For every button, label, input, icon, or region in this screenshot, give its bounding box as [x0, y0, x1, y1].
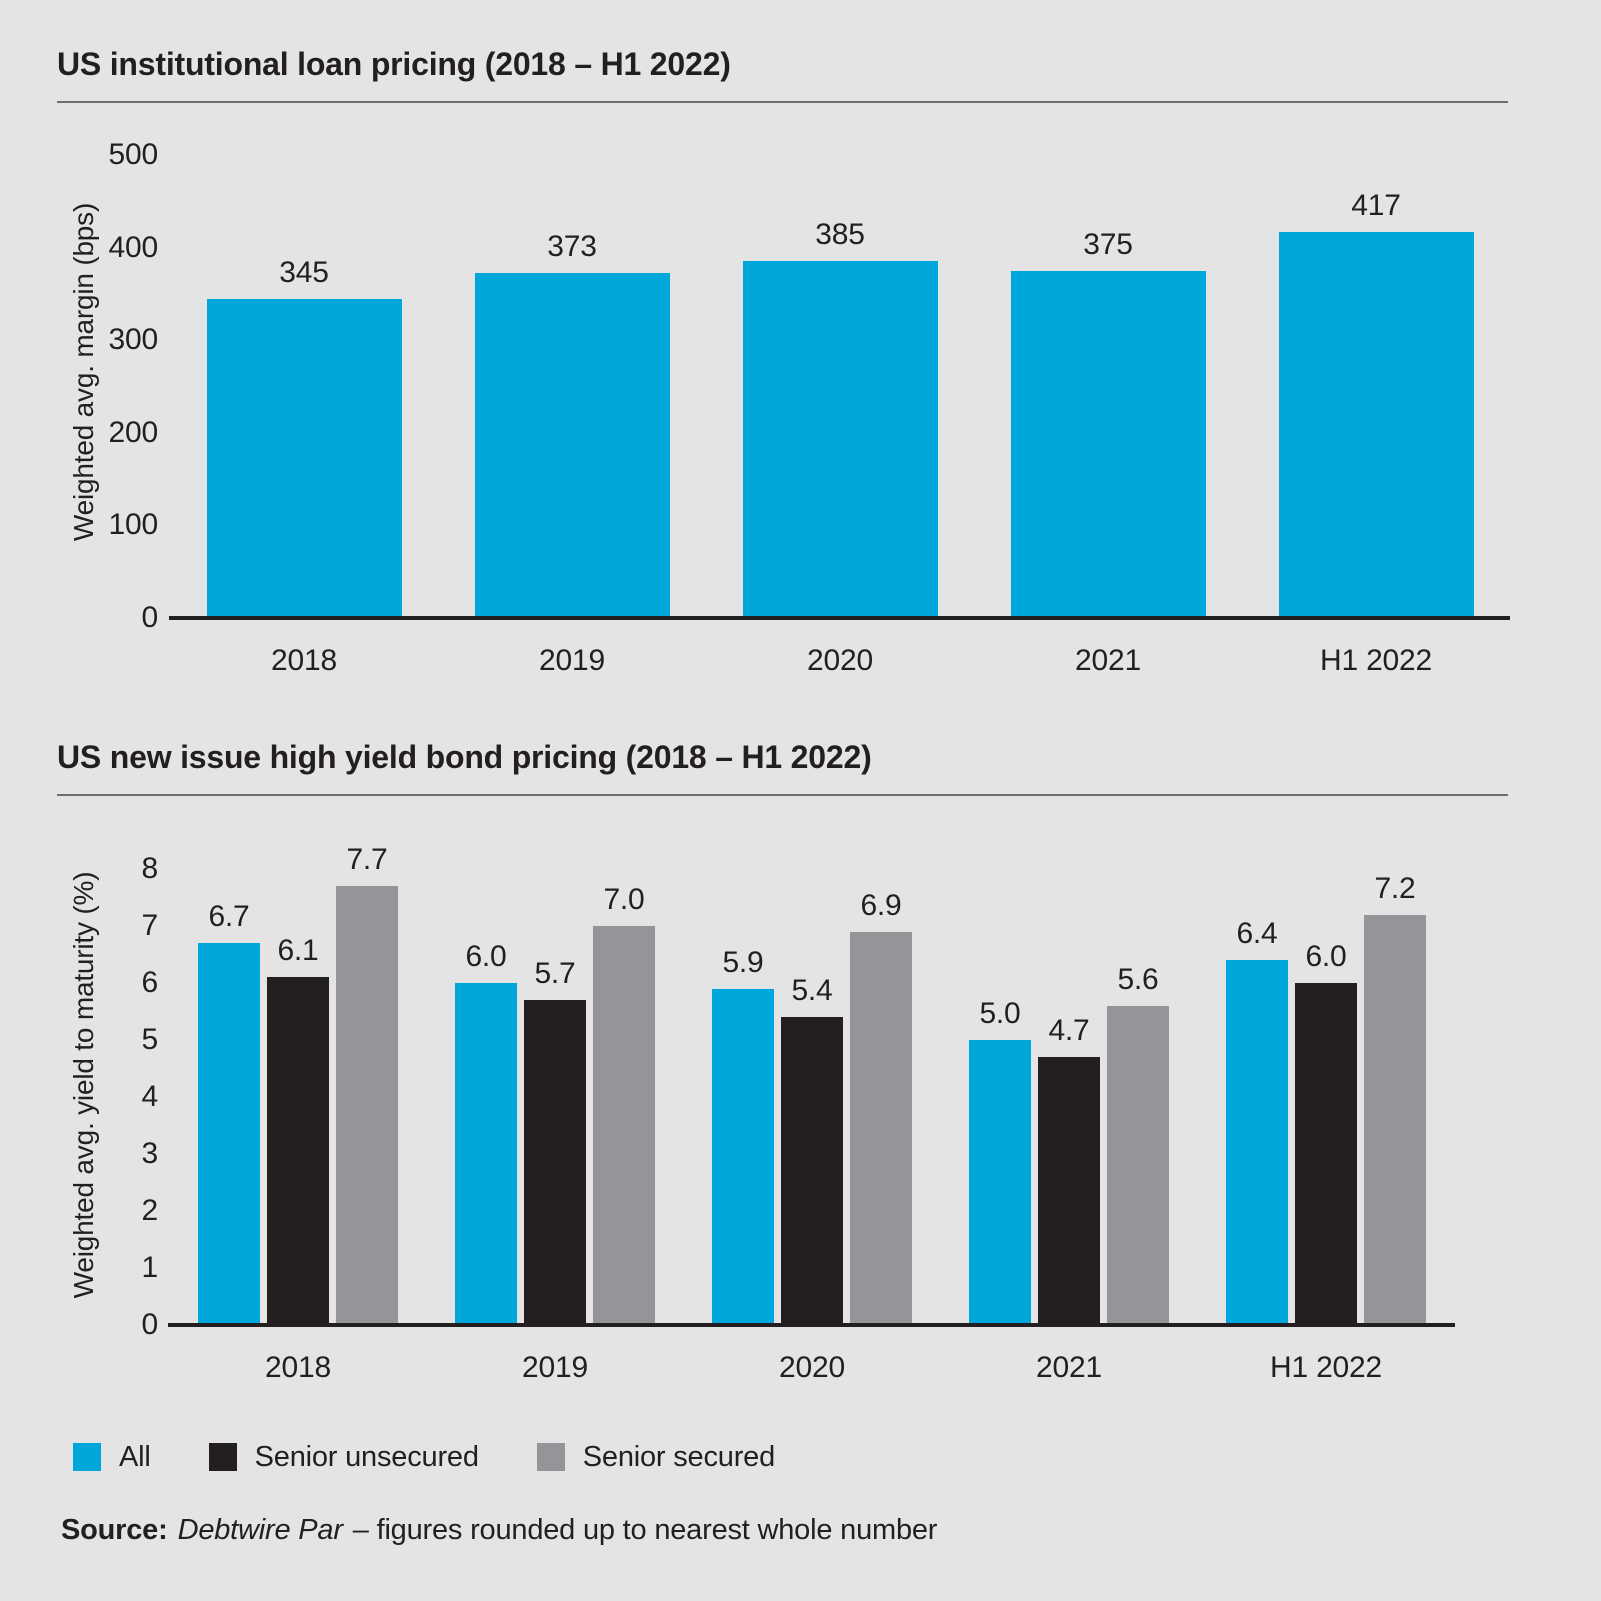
bar-2019-senior-secured: [593, 926, 655, 1325]
source-name: Debtwire Par: [177, 1514, 343, 1546]
x-axis-tick-label: 2019: [522, 1351, 588, 1384]
bar-value-label: 5.4: [791, 974, 833, 1008]
y-axis-tick-label: 200: [108, 415, 159, 449]
bar-value-label: 6.1: [277, 934, 319, 968]
bar-value-label: 7.0: [603, 883, 645, 916]
x-axis-line: [168, 1323, 1455, 1327]
bar-2021-all: [1010, 270, 1206, 618]
y-axis-tick-label: 4: [141, 1080, 159, 1113]
y-axis-tick-label: 100: [108, 508, 159, 542]
legend-swatch-all: [73, 1443, 101, 1471]
legend-item-label: All: [119, 1441, 151, 1473]
x-axis-tick-label: 2020: [779, 1351, 845, 1384]
bar-2019-senior-unsecured: [524, 1000, 586, 1325]
bar-2020-senior-unsecured: [781, 1017, 843, 1325]
bar-2021-senior-unsecured: [1038, 1057, 1100, 1325]
title-rule: [57, 794, 1508, 796]
y-axis-tick-label: 500: [108, 138, 159, 171]
bar-value-label: 417: [1351, 188, 1401, 222]
y-axis-tick-label: 5: [141, 1023, 159, 1056]
y-axis-tick-label: 7: [141, 909, 159, 942]
bar-h1-2022-all: [1226, 960, 1288, 1325]
legend-item: Senior secured: [536, 1441, 776, 1473]
legend-item: All: [73, 1441, 151, 1473]
x-axis-tick-label: 2018: [265, 1351, 331, 1384]
legend-item-label: Senior secured: [582, 1441, 776, 1473]
x-axis-tick-label: H1 2022: [1269, 1351, 1383, 1384]
bar-2021-senior-secured: [1107, 1005, 1169, 1325]
bar-h1-2022-all: [1278, 231, 1474, 618]
legend-swatch-senior-secured: [536, 1443, 565, 1471]
bar-value-label: 6.0: [465, 940, 507, 973]
bar-value-label: 5.9: [722, 945, 764, 979]
bar-value-label: 5.6: [1117, 962, 1159, 996]
title-rule: [57, 101, 1508, 103]
bar-value-label: 6.7: [208, 900, 250, 934]
bar-value-label: 345: [279, 255, 329, 289]
y-axis-tick-label: 8: [141, 852, 159, 885]
y-axis-tick-label: 1: [141, 1251, 159, 1284]
source-note: Source: Debtwire Par – figures rounded up …: [61, 1514, 937, 1547]
y-axis-tick-label: 300: [108, 323, 159, 357]
y-axis-tick-label: 2: [141, 1194, 159, 1227]
bar-h1-2022-senior-unsecured: [1295, 983, 1357, 1325]
bar-2020-all: [742, 261, 938, 618]
x-axis-tick-label: 2021: [1036, 1351, 1102, 1384]
x-axis-tick-label: 2018: [271, 644, 337, 677]
bar-2018-all: [198, 943, 260, 1325]
bar-2020-all: [712, 988, 774, 1325]
bar-2018-senior-secured: [336, 886, 398, 1325]
y-axis-tick-label: 6: [141, 966, 159, 999]
bar-value-label: 5.0: [979, 997, 1021, 1030]
bar-2018-all: [206, 298, 402, 618]
source-label: Source:: [61, 1514, 168, 1546]
loan-pricing-chart-title: US institutional loan pricing (2018 – H1…: [57, 46, 731, 82]
legend: All Senior unsecured Senior secured: [73, 1441, 775, 1473]
bar-value-label: 375: [1083, 227, 1133, 261]
hy-bond-pricing-chart-title: US new issue high yield bond pricing (20…: [57, 739, 872, 775]
bar-value-label: 4.7: [1048, 1014, 1090, 1048]
bar-2019-all: [455, 983, 517, 1325]
x-axis-tick-label: H1 2022: [1319, 644, 1433, 677]
x-axis-tick-label: 2021: [1075, 644, 1141, 677]
bar-value-label: 7.2: [1374, 871, 1416, 905]
bar-value-label: 6.0: [1305, 940, 1347, 973]
x-axis-line: [169, 616, 1510, 620]
y-axis-tick-label: 3: [141, 1137, 159, 1170]
bar-2018-senior-unsecured: [267, 977, 329, 1325]
y-axis-tick-label: 400: [108, 230, 159, 264]
bar-value-label: 7.7: [346, 843, 388, 877]
y-axis-tick-label: 0: [141, 601, 159, 634]
bar-2019-all: [474, 272, 670, 618]
bar-value-label: 385: [815, 218, 865, 252]
bar-value-label: 373: [547, 229, 597, 263]
bar-value-label: 5.7: [534, 957, 576, 991]
y-axis-tick-label: 0: [141, 1308, 159, 1341]
x-axis-tick-label: 2020: [807, 644, 873, 677]
legend-swatch-senior-unsecured: [208, 1443, 237, 1471]
source-text: – figures rounded up to nearest whole nu…: [352, 1514, 938, 1546]
y-axis-title: Weighted avg. margin (bps): [68, 202, 99, 542]
x-axis-tick-label: 2019: [539, 644, 605, 677]
legend-item: Senior unsecured: [208, 1441, 479, 1473]
bar-value-label: 6.9: [860, 888, 902, 922]
bar-value-label: 6.4: [1236, 917, 1278, 951]
legend-item-label: Senior unsecured: [254, 1441, 479, 1473]
bar-2020-senior-secured: [850, 931, 912, 1325]
bar-2021-all: [969, 1040, 1031, 1325]
y-axis-title: Weighted avg. yield to maturity (%): [68, 871, 99, 1299]
bar-h1-2022-senior-secured: [1364, 914, 1426, 1325]
